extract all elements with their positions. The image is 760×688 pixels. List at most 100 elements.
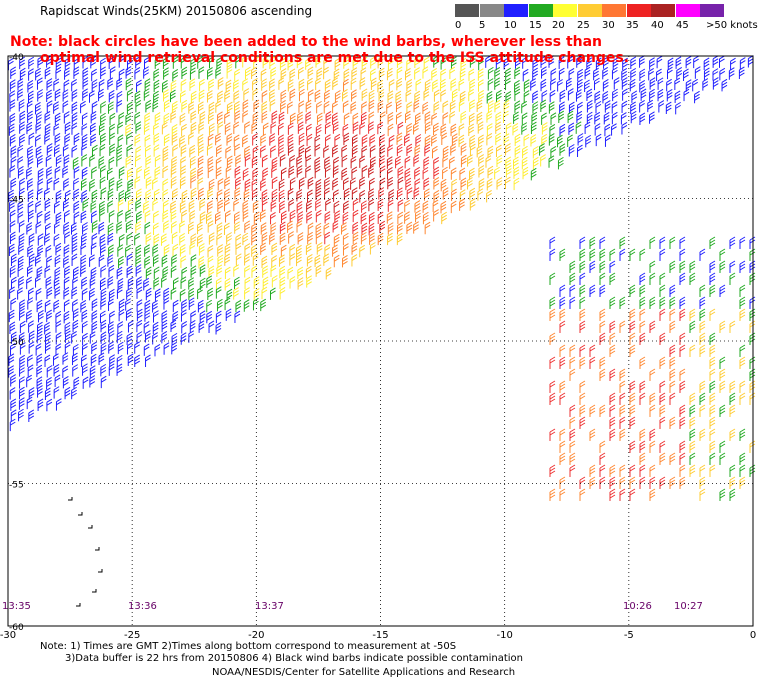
wind-barb [459, 90, 466, 104]
wind-barb [108, 89, 115, 103]
wind-barb [431, 145, 438, 159]
wind-barb [108, 244, 114, 257]
wind-barb [522, 166, 529, 180]
wind-barb [161, 233, 167, 246]
wind-barb [352, 198, 359, 211]
wind-barb [269, 89, 275, 102]
wind-barb [669, 320, 676, 333]
wind-barb [109, 143, 116, 156]
wind-barb [91, 210, 97, 223]
wind-barb [9, 220, 16, 233]
wind-barb [198, 121, 205, 134]
wind-barb [739, 476, 746, 489]
latitude-label: -60 [9, 623, 24, 633]
wind-barb [27, 297, 34, 310]
wind-barb [198, 66, 205, 79]
wind-barb [458, 123, 465, 136]
wind-barb [569, 356, 576, 369]
wind-barb [216, 189, 223, 202]
wind-barb [649, 260, 656, 273]
wind-barb [91, 189, 98, 203]
wind-barb [35, 101, 41, 115]
wind-barb [37, 168, 44, 181]
wind-barb [341, 167, 348, 181]
wind-barb [180, 276, 187, 289]
wind-barb [162, 154, 169, 167]
wind-barb [72, 299, 78, 312]
wind-barb [630, 56, 637, 69]
wind-barb [44, 132, 51, 145]
wind-barb [413, 122, 419, 135]
wind-barb [144, 166, 150, 179]
wind-barb [549, 272, 556, 285]
wind-barb [136, 319, 143, 333]
wind-barb [579, 308, 586, 321]
wind-barb [244, 145, 250, 159]
wind-barb [261, 110, 268, 124]
wind-barb [729, 320, 736, 333]
wind-barb [116, 363, 123, 376]
wind-barb [100, 132, 106, 146]
wind-barb [287, 79, 294, 92]
wind-barb [242, 209, 249, 222]
wind-barb [361, 222, 368, 236]
wind-barb [46, 255, 53, 268]
wind-barb [190, 57, 197, 71]
wind-barb [18, 408, 24, 422]
wind-barb [369, 242, 376, 255]
wind-barb [450, 167, 457, 180]
wind-barb [53, 233, 60, 247]
wind-barb [224, 253, 231, 266]
wind-barb [332, 144, 338, 158]
wind-barbs [8, 55, 756, 607]
wind-barb [579, 416, 586, 429]
wind-barb [521, 112, 528, 125]
wind-barb [306, 210, 313, 224]
wind-barb [206, 299, 213, 313]
wind-barb [206, 211, 212, 224]
map-title: Rapidscat Winds(25KM) 20150806 ascending [40, 4, 313, 18]
wind-barb [125, 123, 132, 137]
wind-barb [361, 88, 368, 101]
wind-barb [207, 156, 214, 169]
wind-barb [699, 248, 706, 261]
wind-barb [244, 243, 251, 256]
wind-barb [261, 286, 268, 300]
wind-barb [116, 354, 123, 368]
wind-barb [63, 310, 70, 324]
wind-barb [153, 68, 160, 81]
wind-barb [116, 77, 123, 91]
wind-barb [619, 416, 626, 429]
wind-barb [143, 88, 150, 101]
wind-barb [296, 154, 303, 168]
wind-barb [179, 135, 185, 148]
wind-barb [279, 57, 286, 71]
wind-barb [107, 254, 114, 267]
wind-barb [699, 320, 706, 333]
wind-barb [262, 122, 269, 135]
wind-barb [145, 189, 152, 202]
wind-barb [487, 165, 494, 179]
colorbar-swatch [602, 4, 626, 17]
wind-barb [260, 68, 267, 82]
wind-barb [181, 189, 188, 203]
wind-barb [172, 68, 179, 82]
wind-barb [197, 166, 204, 180]
wind-barb [26, 100, 33, 113]
wind-barb [414, 55, 421, 68]
wind-barb [100, 287, 107, 301]
wind-barb [198, 256, 205, 269]
wind-barb [199, 277, 206, 291]
wind-barb [657, 88, 664, 102]
wind-barb [8, 123, 15, 136]
wind-barb [639, 428, 646, 441]
wind-barb [689, 452, 696, 465]
wind-barb [669, 296, 676, 309]
wind-barb [599, 248, 606, 261]
wind-barb [55, 211, 62, 225]
wind-barb [19, 299, 26, 312]
wind-barb [153, 79, 160, 93]
wind-barb [679, 344, 686, 357]
wind-barb [37, 178, 44, 191]
wind-barb [370, 56, 376, 69]
